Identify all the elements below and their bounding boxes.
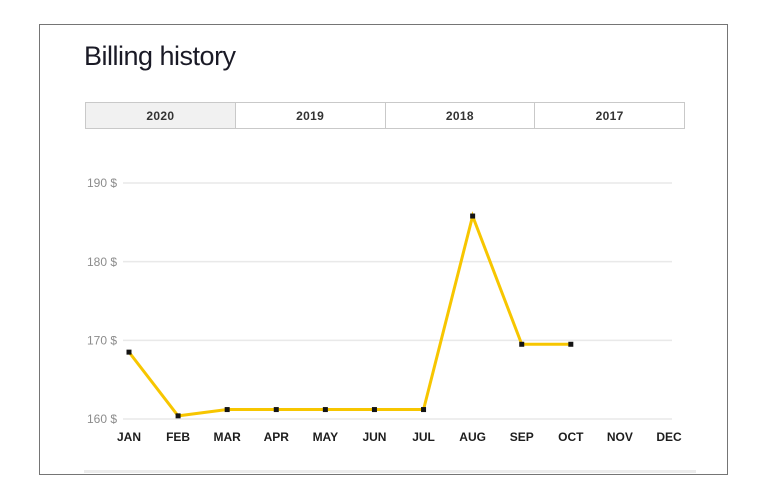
y-axis-label: 180 $	[87, 255, 117, 269]
billing-chart: 160 $ 170 $ 180 $ 190 $ JAN FEB MAR APR MAY JUN JU…	[87, 176, 682, 444]
x-axis-label: FEB	[166, 430, 190, 444]
year-tabs: 2020 2019 2018 2017	[85, 102, 685, 129]
x-axis-label: AUG	[459, 430, 486, 444]
x-axis-label: NOV	[607, 430, 633, 444]
data-point-marker	[470, 213, 476, 219]
x-axis-label: JUN	[362, 430, 386, 444]
x-axis-label: SEP	[510, 430, 534, 444]
y-axis-label: 170 $	[87, 334, 117, 348]
data-point-marker	[224, 407, 230, 413]
year-tab[interactable]: 2017	[534, 102, 685, 129]
x-axis-label: MAR	[214, 430, 242, 444]
billing-history-card: Billing history 2020 2019 2018 2017 160 …	[39, 24, 728, 475]
data-point-marker	[421, 407, 427, 413]
data-point-marker	[322, 407, 328, 413]
data-point-marker	[273, 407, 279, 413]
x-axis-label: JUL	[412, 430, 435, 444]
x-axis-label: OCT	[558, 430, 584, 444]
section-divider	[84, 470, 696, 473]
data-point-marker	[568, 341, 574, 347]
page-title: Billing history	[84, 41, 236, 71]
x-axis-label: MAY	[313, 430, 339, 444]
x-axis-label: JAN	[117, 430, 141, 444]
data-point-marker	[126, 349, 132, 355]
billing-line	[127, 211, 571, 418]
data-point-marker	[519, 341, 525, 347]
y-axis-label: 190 $	[87, 176, 117, 190]
x-axis-label: APR	[264, 430, 290, 444]
data-point-marker	[371, 407, 377, 413]
y-axis-label: 160 $	[87, 412, 117, 426]
year-tab[interactable]: 2020	[85, 102, 236, 129]
x-axis-label: DEC	[656, 430, 682, 444]
data-point-marker	[175, 413, 181, 419]
year-tab[interactable]: 2018	[384, 102, 536, 129]
